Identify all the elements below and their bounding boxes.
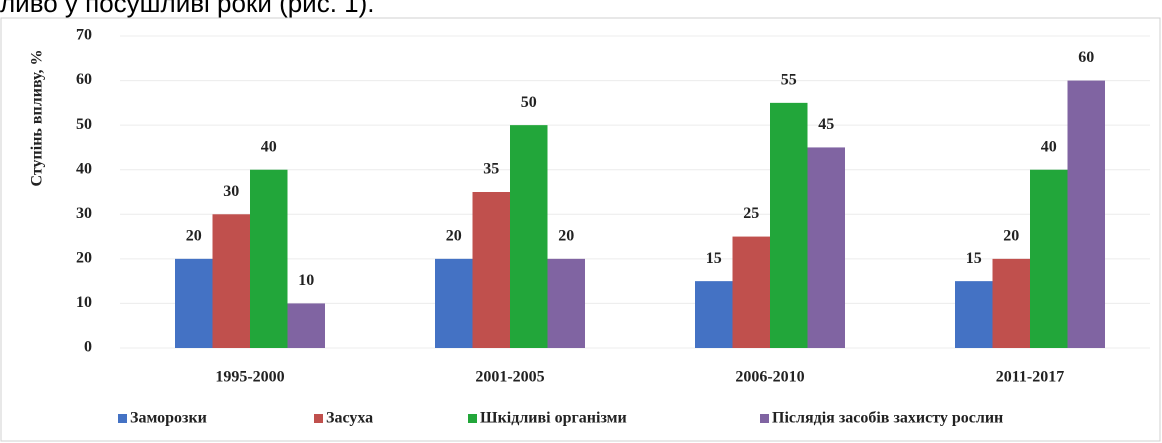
data-label: 35 — [483, 161, 499, 178]
data-label: 55 — [781, 72, 797, 89]
data-label: 40 — [261, 138, 277, 155]
legend-swatch — [468, 414, 477, 423]
bar — [1067, 80, 1105, 349]
legend-label: Засуха — [326, 410, 373, 427]
y-tick-label: 40 — [76, 160, 92, 177]
y-tick-label: 10 — [76, 294, 92, 311]
legend-swatch — [314, 414, 323, 423]
data-label: 10 — [298, 272, 314, 289]
data-label: 15 — [966, 250, 982, 267]
data-label: 25 — [743, 205, 759, 222]
x-tick-label: 2001-2005 — [475, 369, 544, 386]
legend-label: Заморозки — [130, 410, 207, 427]
x-tick-label: 1995-2000 — [215, 369, 284, 386]
data-label: 50 — [521, 94, 537, 111]
data-label: 20 — [186, 228, 202, 245]
bar — [732, 236, 770, 348]
legend-swatch — [760, 414, 769, 423]
legend-swatch — [118, 414, 127, 423]
bar — [992, 258, 1030, 348]
y-axis-label: Ступінь впливу, % — [29, 50, 46, 187]
bar — [175, 258, 213, 348]
bar — [287, 303, 325, 348]
data-label: 15 — [706, 250, 722, 267]
bar — [1030, 169, 1068, 348]
data-label: 20 — [1003, 228, 1019, 245]
x-tick-label: 2006-2010 — [735, 369, 804, 386]
legend-label: Шкідливі організми — [480, 410, 627, 427]
bar — [547, 258, 585, 348]
data-label: 40 — [1041, 138, 1057, 155]
data-label: 20 — [558, 228, 574, 245]
legend-label: Післядія засобів захисту рослин — [772, 410, 1003, 427]
bar — [510, 125, 548, 349]
bar — [770, 102, 808, 348]
chart-frame — [0, 17, 1161, 442]
y-tick-label: 30 — [76, 205, 92, 222]
data-label: 60 — [1078, 49, 1094, 66]
bar — [695, 281, 733, 348]
bar — [250, 169, 288, 348]
y-tick-label: 50 — [76, 116, 92, 133]
bar — [435, 258, 473, 348]
y-tick-label: 70 — [76, 27, 92, 44]
x-tick-label: 2011-2017 — [996, 369, 1064, 386]
bar — [212, 214, 250, 348]
data-label: 20 — [446, 228, 462, 245]
bar — [955, 281, 993, 348]
y-tick-label: 0 — [84, 339, 92, 356]
text-above: ливо у посушливі роки (рис. 1). — [0, 0, 375, 18]
bar — [807, 147, 845, 348]
data-label: 45 — [818, 116, 834, 133]
y-tick-label: 60 — [76, 71, 92, 88]
bar — [472, 192, 510, 348]
y-tick-label: 20 — [76, 250, 92, 267]
data-label: 30 — [223, 183, 239, 200]
